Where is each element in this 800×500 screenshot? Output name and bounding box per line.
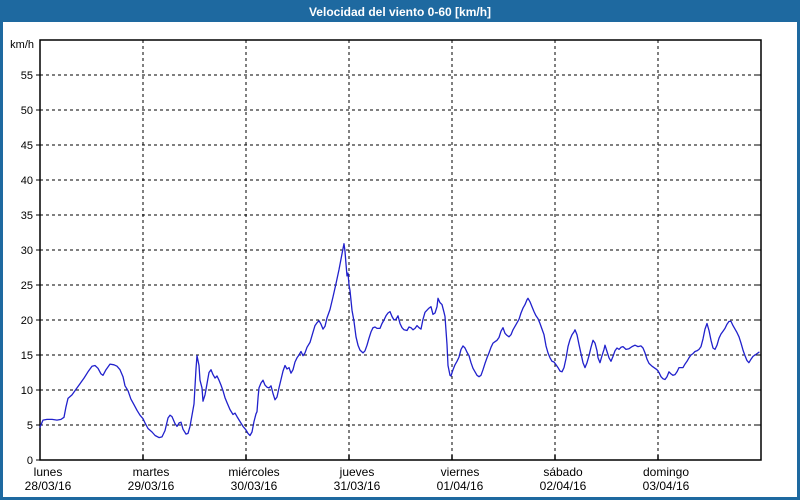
y-tick-label: 10: [21, 385, 33, 397]
day-name-label: sábado: [543, 465, 583, 479]
chart-background: [3, 22, 797, 497]
day-date-label: 29/03/16: [128, 479, 175, 493]
day-name-label: miércoles: [228, 465, 279, 479]
day-date-label: 01/04/16: [437, 479, 484, 493]
day-name-label: martes: [133, 465, 170, 479]
day-date-label: 31/03/16: [334, 479, 381, 493]
y-axis-unit-label: km/h: [10, 39, 34, 51]
day-date-label: 28/03/16: [25, 479, 72, 493]
y-tick-label: 30: [21, 245, 33, 257]
y-tick-label: 55: [21, 70, 33, 82]
chart-area: 0 5 10 15 20 25 30 35 40 45 50 55 km/h lunes 28/03/16 m…: [3, 22, 797, 497]
plot-border: [39, 39, 762, 461]
y-tick-label: 40: [21, 175, 33, 187]
chart-title: Velocidad del viento 0-60 [km/h]: [308, 5, 492, 19]
day-name-label: jueves: [339, 465, 375, 479]
day-date-label: 03/04/16: [643, 479, 690, 493]
y-tick-label: 15: [21, 350, 33, 362]
y-tick-label: 50: [21, 105, 33, 117]
y-tick-label: 5: [27, 420, 33, 432]
day-name-label: domingo: [643, 465, 689, 479]
y-tick-label: 0: [27, 455, 33, 467]
day-date-label: 30/03/16: [231, 479, 278, 493]
day-name-label: viernes: [441, 465, 480, 479]
y-tick-label: 45: [21, 140, 33, 152]
y-tick-label: 20: [21, 315, 33, 327]
day-name-label: lunes: [34, 465, 63, 479]
y-tick-label: 25: [21, 280, 33, 292]
y-tick-label: 35: [21, 210, 33, 222]
wind-speed-line: [39, 243, 760, 439]
title-bar: Velocidad del viento 0-60 [km/h]: [3, 3, 797, 22]
day-date-label: 02/04/16: [540, 479, 587, 493]
